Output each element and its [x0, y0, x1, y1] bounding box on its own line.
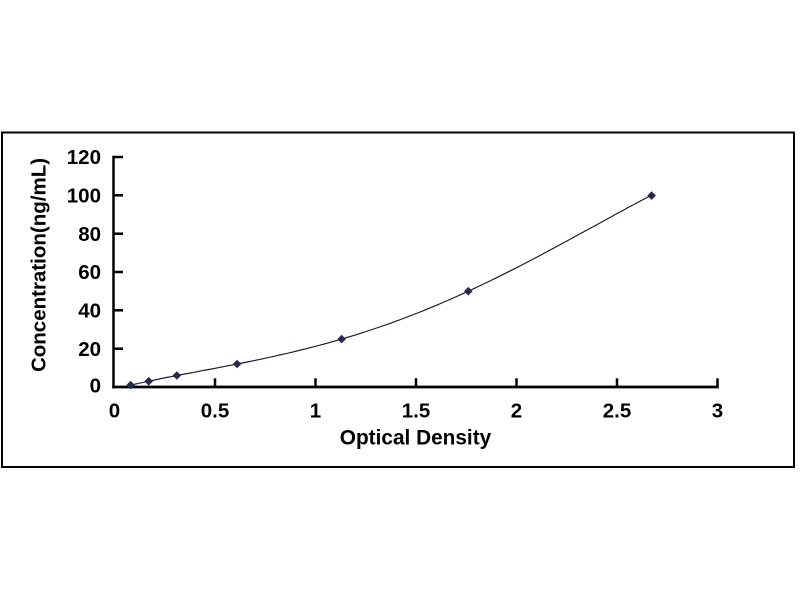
svg-text:0.5: 0.5	[201, 400, 230, 423]
svg-text:0: 0	[109, 400, 120, 423]
svg-text:2: 2	[511, 400, 522, 423]
svg-text:1: 1	[310, 400, 321, 423]
svg-text:120: 120	[67, 146, 101, 169]
svg-text:80: 80	[78, 223, 101, 246]
svg-text:20: 20	[78, 338, 101, 361]
svg-text:100: 100	[67, 185, 101, 208]
svg-text:Optical Density: Optical Density	[340, 427, 492, 450]
svg-text:2.5: 2.5	[603, 400, 632, 423]
svg-text:Concentration(ng/mL): Concentration(ng/mL)	[27, 158, 50, 372]
svg-text:3: 3	[712, 400, 723, 423]
svg-text:1.5: 1.5	[402, 400, 431, 423]
svg-text:0: 0	[90, 375, 101, 398]
svg-text:40: 40	[78, 300, 101, 323]
svg-text:60: 60	[78, 261, 101, 284]
